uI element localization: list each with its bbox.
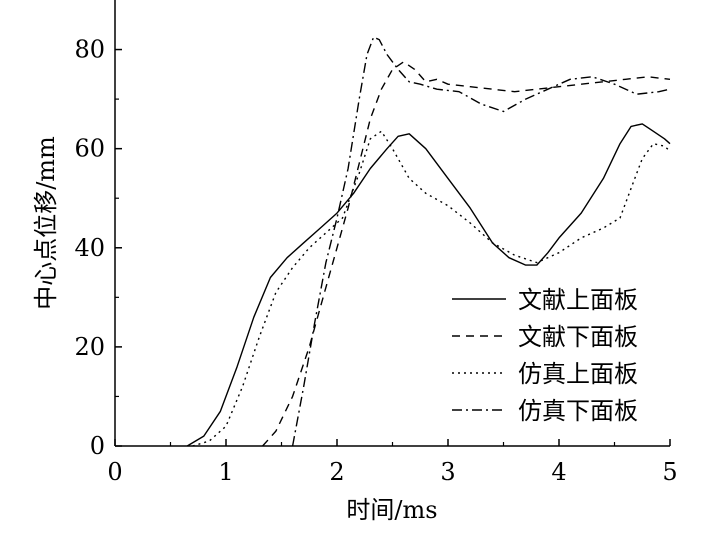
series-line-2: [262, 61, 671, 447]
y-tick-label: 60: [74, 135, 105, 163]
y-tick-label: 0: [90, 432, 105, 460]
y-tick-label: 20: [74, 333, 105, 361]
x-tick-label: 3: [440, 458, 455, 486]
x-tick-label: 1: [218, 458, 233, 486]
legend-label-1: 文献上面板: [518, 286, 638, 314]
y-tick-label: 40: [74, 234, 105, 262]
x-tick-label: 0: [107, 458, 122, 486]
x-tick-label: 5: [662, 458, 677, 486]
y-tick-label: 80: [74, 36, 105, 64]
x-axis-label: 时间/ms: [346, 496, 437, 524]
x-tick-label: 4: [551, 458, 566, 486]
legend-label-3: 仿真上面板: [518, 360, 638, 388]
series-layer: [186, 36, 671, 447]
series-line-4: [291, 36, 671, 447]
series-line-1: [186, 123, 671, 447]
series-line-3: [192, 130, 671, 447]
x-tick-label: 2: [329, 458, 344, 486]
legend-label-4: 仿真下面板: [518, 397, 638, 425]
y-axis-label: 中心点位移/mm: [32, 136, 60, 310]
legend-label-2: 文献下面板: [518, 323, 638, 351]
axes: 0 1 2 3 4 5 0 20 40 60 80: [74, 0, 678, 486]
